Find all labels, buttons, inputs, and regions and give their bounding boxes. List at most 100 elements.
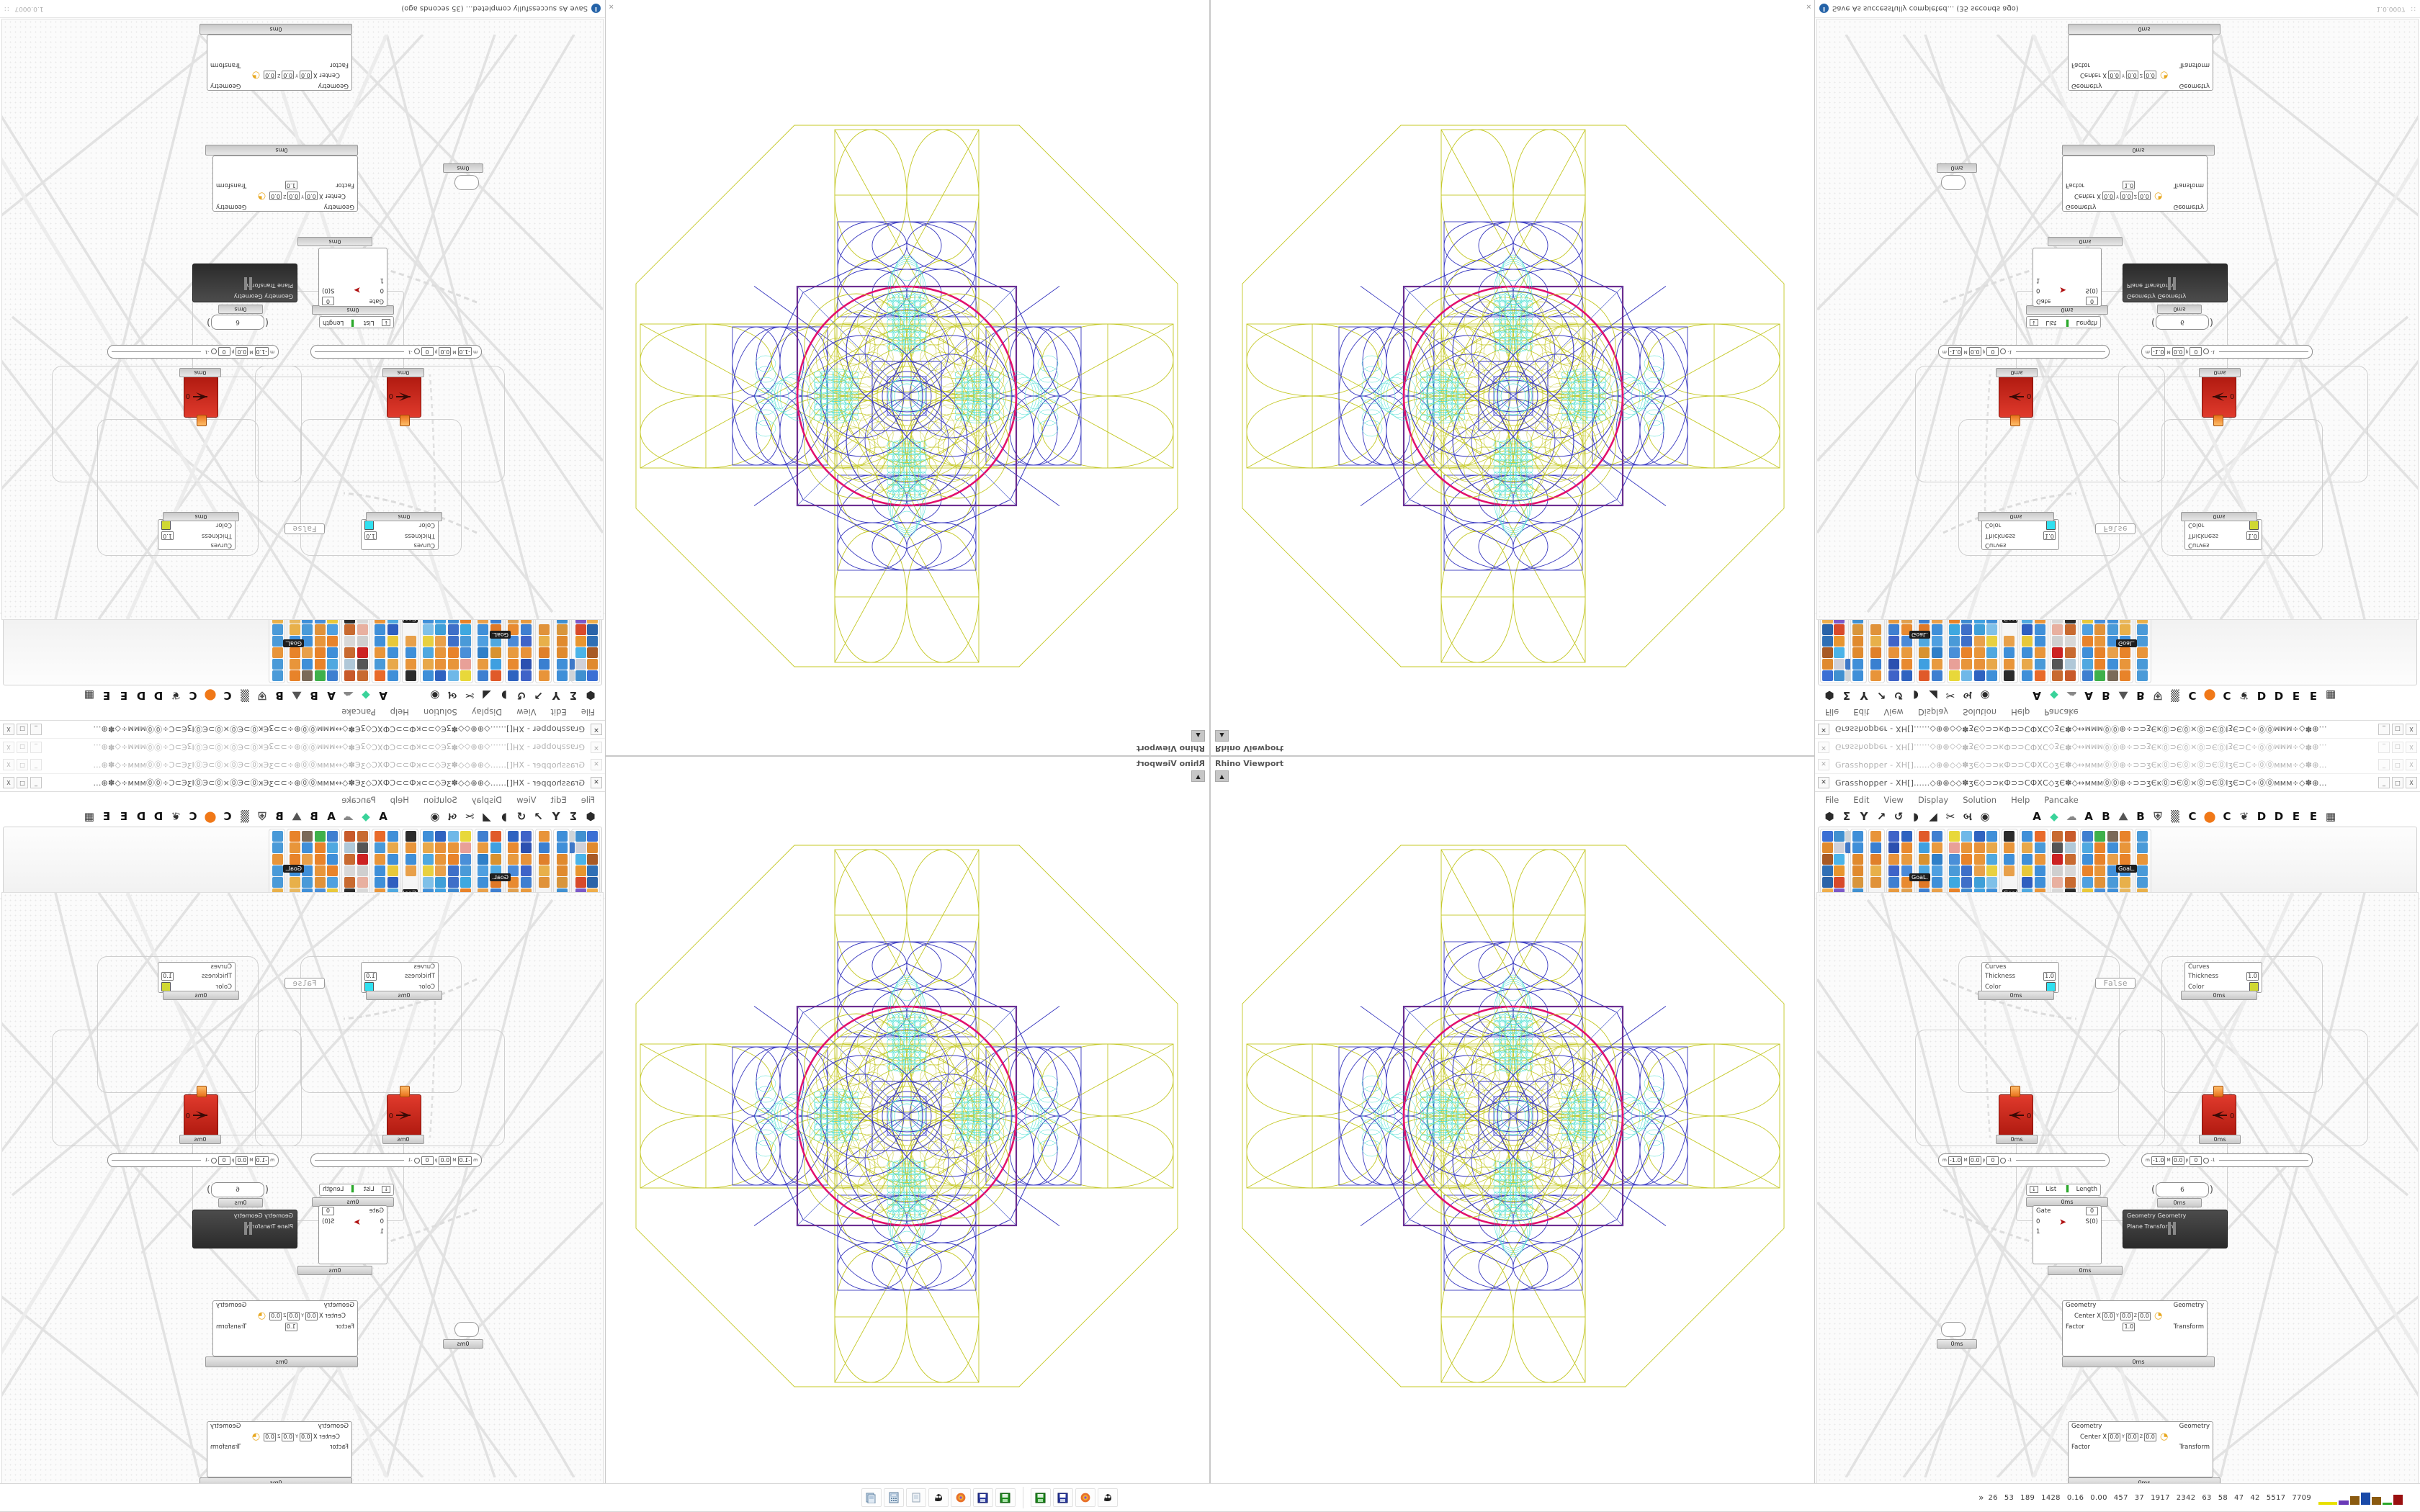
ribbon-icons[interactable] <box>269 611 284 683</box>
component-icon[interactable] <box>2137 636 2148 647</box>
sets-fork-icon[interactable]: Υ <box>552 689 560 703</box>
component-icon[interactable] <box>460 854 471 865</box>
component-icon[interactable] <box>290 624 301 635</box>
menu-item-help[interactable]: Help <box>390 707 409 718</box>
slider-track[interactable] <box>315 1160 404 1161</box>
scale-node-primary[interactable]: Geometry Geometry Center X 0.0 Y 0.0 Z 0… <box>2062 156 2208 212</box>
vector-arrow-icon[interactable]: ↗ <box>1876 809 1886 823</box>
component-icon[interactable] <box>2119 647 2130 658</box>
ribbon-group-goals-pt[interactable]: Goals-Pt <box>392 829 418 898</box>
menubar[interactable]: File Edit View Display Solution Help Pancake <box>1815 792 2420 807</box>
gate-input-1[interactable]: 1 <box>2036 1228 2040 1236</box>
ribbon-group-goals-lin[interactable]: Goals-Lin <box>1917 829 1946 909</box>
list-length-node[interactable]: ↓ List ▐ Length <box>319 316 394 328</box>
component-icon[interactable] <box>302 659 313 670</box>
number-slider[interactable]: m -1.0 M 0.0 p 0 -1 <box>2141 345 2313 359</box>
scale-node-secondary[interactable]: Geometry Geometry Center X 0.0 Y 0.0 Z 0… <box>2068 1421 2213 1477</box>
component-icon[interactable] <box>387 831 398 842</box>
component-icon[interactable] <box>423 865 434 876</box>
component-icon[interactable] <box>575 670 586 681</box>
viewport-close-icon[interactable]: ✕ <box>1806 2 1811 9</box>
ribbon-icons[interactable] <box>506 829 533 901</box>
titlebar[interactable]: ✕ Grasshopper - XH[]......◇⊕⊕◇◇✽ʒЄ◇⊃⊃кФ⊃… <box>1815 720 2420 738</box>
component-icon[interactable] <box>423 636 434 647</box>
component-icon[interactable] <box>1888 865 1899 876</box>
component-icon[interactable] <box>1870 624 1881 635</box>
component-icon[interactable] <box>357 854 368 865</box>
vector-arrow-icon[interactable]: ↗ <box>534 689 544 703</box>
intersect-scissors-icon[interactable]: ✂ <box>465 689 475 703</box>
rhino-viewport-top-left[interactable]: Rhino Viewport ▲ ✕ <box>605 0 1210 756</box>
port-thickness[interactable]: Thickness <box>201 532 232 539</box>
component-icon[interactable] <box>357 842 368 853</box>
component-icon[interactable] <box>272 854 283 865</box>
plugin-c-icon[interactable]: C <box>2188 689 2197 703</box>
component-icon[interactable] <box>357 636 368 647</box>
component-icon[interactable] <box>344 842 356 853</box>
slider-min-value[interactable]: -1.0 <box>254 347 269 356</box>
component-icon[interactable] <box>1852 670 1863 681</box>
component-icon[interactable] <box>435 636 447 647</box>
plugin-a2-icon[interactable]: A <box>327 689 336 703</box>
close-icon[interactable]: ✕ <box>591 724 602 735</box>
component-icon[interactable] <box>1931 647 1942 658</box>
component-icon[interactable] <box>2022 865 2033 876</box>
component-icon[interactable] <box>1852 865 1863 876</box>
center-z-value[interactable]: 0.0 <box>264 1432 277 1441</box>
vector-arrow-icon[interactable]: ↗ <box>534 809 544 823</box>
mesh-triangle-icon[interactable]: ◢ <box>1929 689 1937 703</box>
component-icon[interactable] <box>314 877 326 888</box>
port-geometry-out[interactable]: Geometry <box>2179 82 2210 89</box>
ribbon-group-goals-mesh[interactable]: Goals-Mesh <box>1947 603 2000 683</box>
ribbon-group-goals-pt[interactable]: Goals-Pt <box>392 614 418 683</box>
gate-input-0[interactable]: 0 <box>2036 1218 2040 1225</box>
gate-output[interactable]: S(0) <box>322 287 335 294</box>
component-icon[interactable] <box>1973 831 1985 842</box>
center-y-value[interactable]: 0.0 <box>2120 1311 2133 1320</box>
scale-node-primary[interactable]: Geometry Geometry Center X 0.0 Y 0.0 Z 0… <box>212 1300 358 1356</box>
slider-min-value[interactable]: -1.0 <box>1948 1156 1963 1165</box>
params-hexagon-icon[interactable]: ⬢ <box>586 809 596 823</box>
port-geometry-in[interactable]: Geometry <box>264 293 293 300</box>
calculator-icon[interactable] <box>883 1488 904 1507</box>
port-plane-in[interactable]: Plane <box>2127 1223 2143 1230</box>
list-flatten-icon[interactable]: ↓ <box>2030 319 2038 326</box>
port-transform-out[interactable]: Transform <box>2144 1223 2174 1230</box>
ribbon-icons[interactable] <box>475 611 503 683</box>
component-icon[interactable] <box>1931 877 1942 888</box>
component-icon[interactable] <box>2022 636 2033 647</box>
component-icon[interactable] <box>2034 659 2045 670</box>
component-icon[interactable] <box>2034 636 2045 647</box>
component-icon[interactable] <box>447 636 459 647</box>
factor-value[interactable]: 1.0 <box>2123 1323 2136 1331</box>
maximize-icon[interactable]: □ <box>2392 759 2403 770</box>
ribbon-icons[interactable] <box>2136 611 2151 683</box>
plugin-checker-icon[interactable]: ▦ <box>2325 809 2336 823</box>
custom-preview-node-cyan[interactable]: Curves Thickness 1.0 Color <box>1981 962 2059 993</box>
component-icon[interactable] <box>2082 647 2093 658</box>
port-geometry-out[interactable]: Geometry <box>233 293 263 300</box>
kangaroo-dot-icon[interactable]: ⬤ <box>2203 689 2216 703</box>
ribbon-group-goals-col[interactable]: Goals-Col <box>1886 829 1917 909</box>
ribbon-icons[interactable] <box>475 829 503 901</box>
scale-node-primary[interactable]: Geometry Geometry Center X 0.0 Y 0.0 Z 0… <box>2062 1300 2208 1356</box>
component-icon[interactable] <box>290 659 301 670</box>
component-icon[interactable] <box>2107 865 2118 876</box>
port-color[interactable]: Color <box>215 983 232 991</box>
ribbon-group-unnamed[interactable] <box>2020 829 2048 899</box>
close-button[interactable]: X <box>3 777 14 788</box>
ribbon-group-unnamed[interactable] <box>2020 613 2048 683</box>
error-component[interactable]: 0 <box>1999 376 2033 418</box>
slider-mid-value[interactable]: 0.0 <box>2172 1156 2184 1165</box>
port-color[interactable]: Color <box>418 983 435 991</box>
component-icon[interactable] <box>1901 854 1912 865</box>
component-icon[interactable] <box>1834 647 1845 658</box>
component-icon[interactable] <box>521 831 532 842</box>
component-icon[interactable] <box>314 647 326 658</box>
component-icon[interactable] <box>1870 647 1881 658</box>
component-icon[interactable] <box>447 647 459 658</box>
component-icon[interactable] <box>2137 877 2148 888</box>
custom-preview-node-yellow[interactable]: Curves Thickness 1.0 Color <box>158 519 236 550</box>
component-icon[interactable] <box>314 636 326 647</box>
ribbon-icons[interactable] <box>1887 611 1914 683</box>
